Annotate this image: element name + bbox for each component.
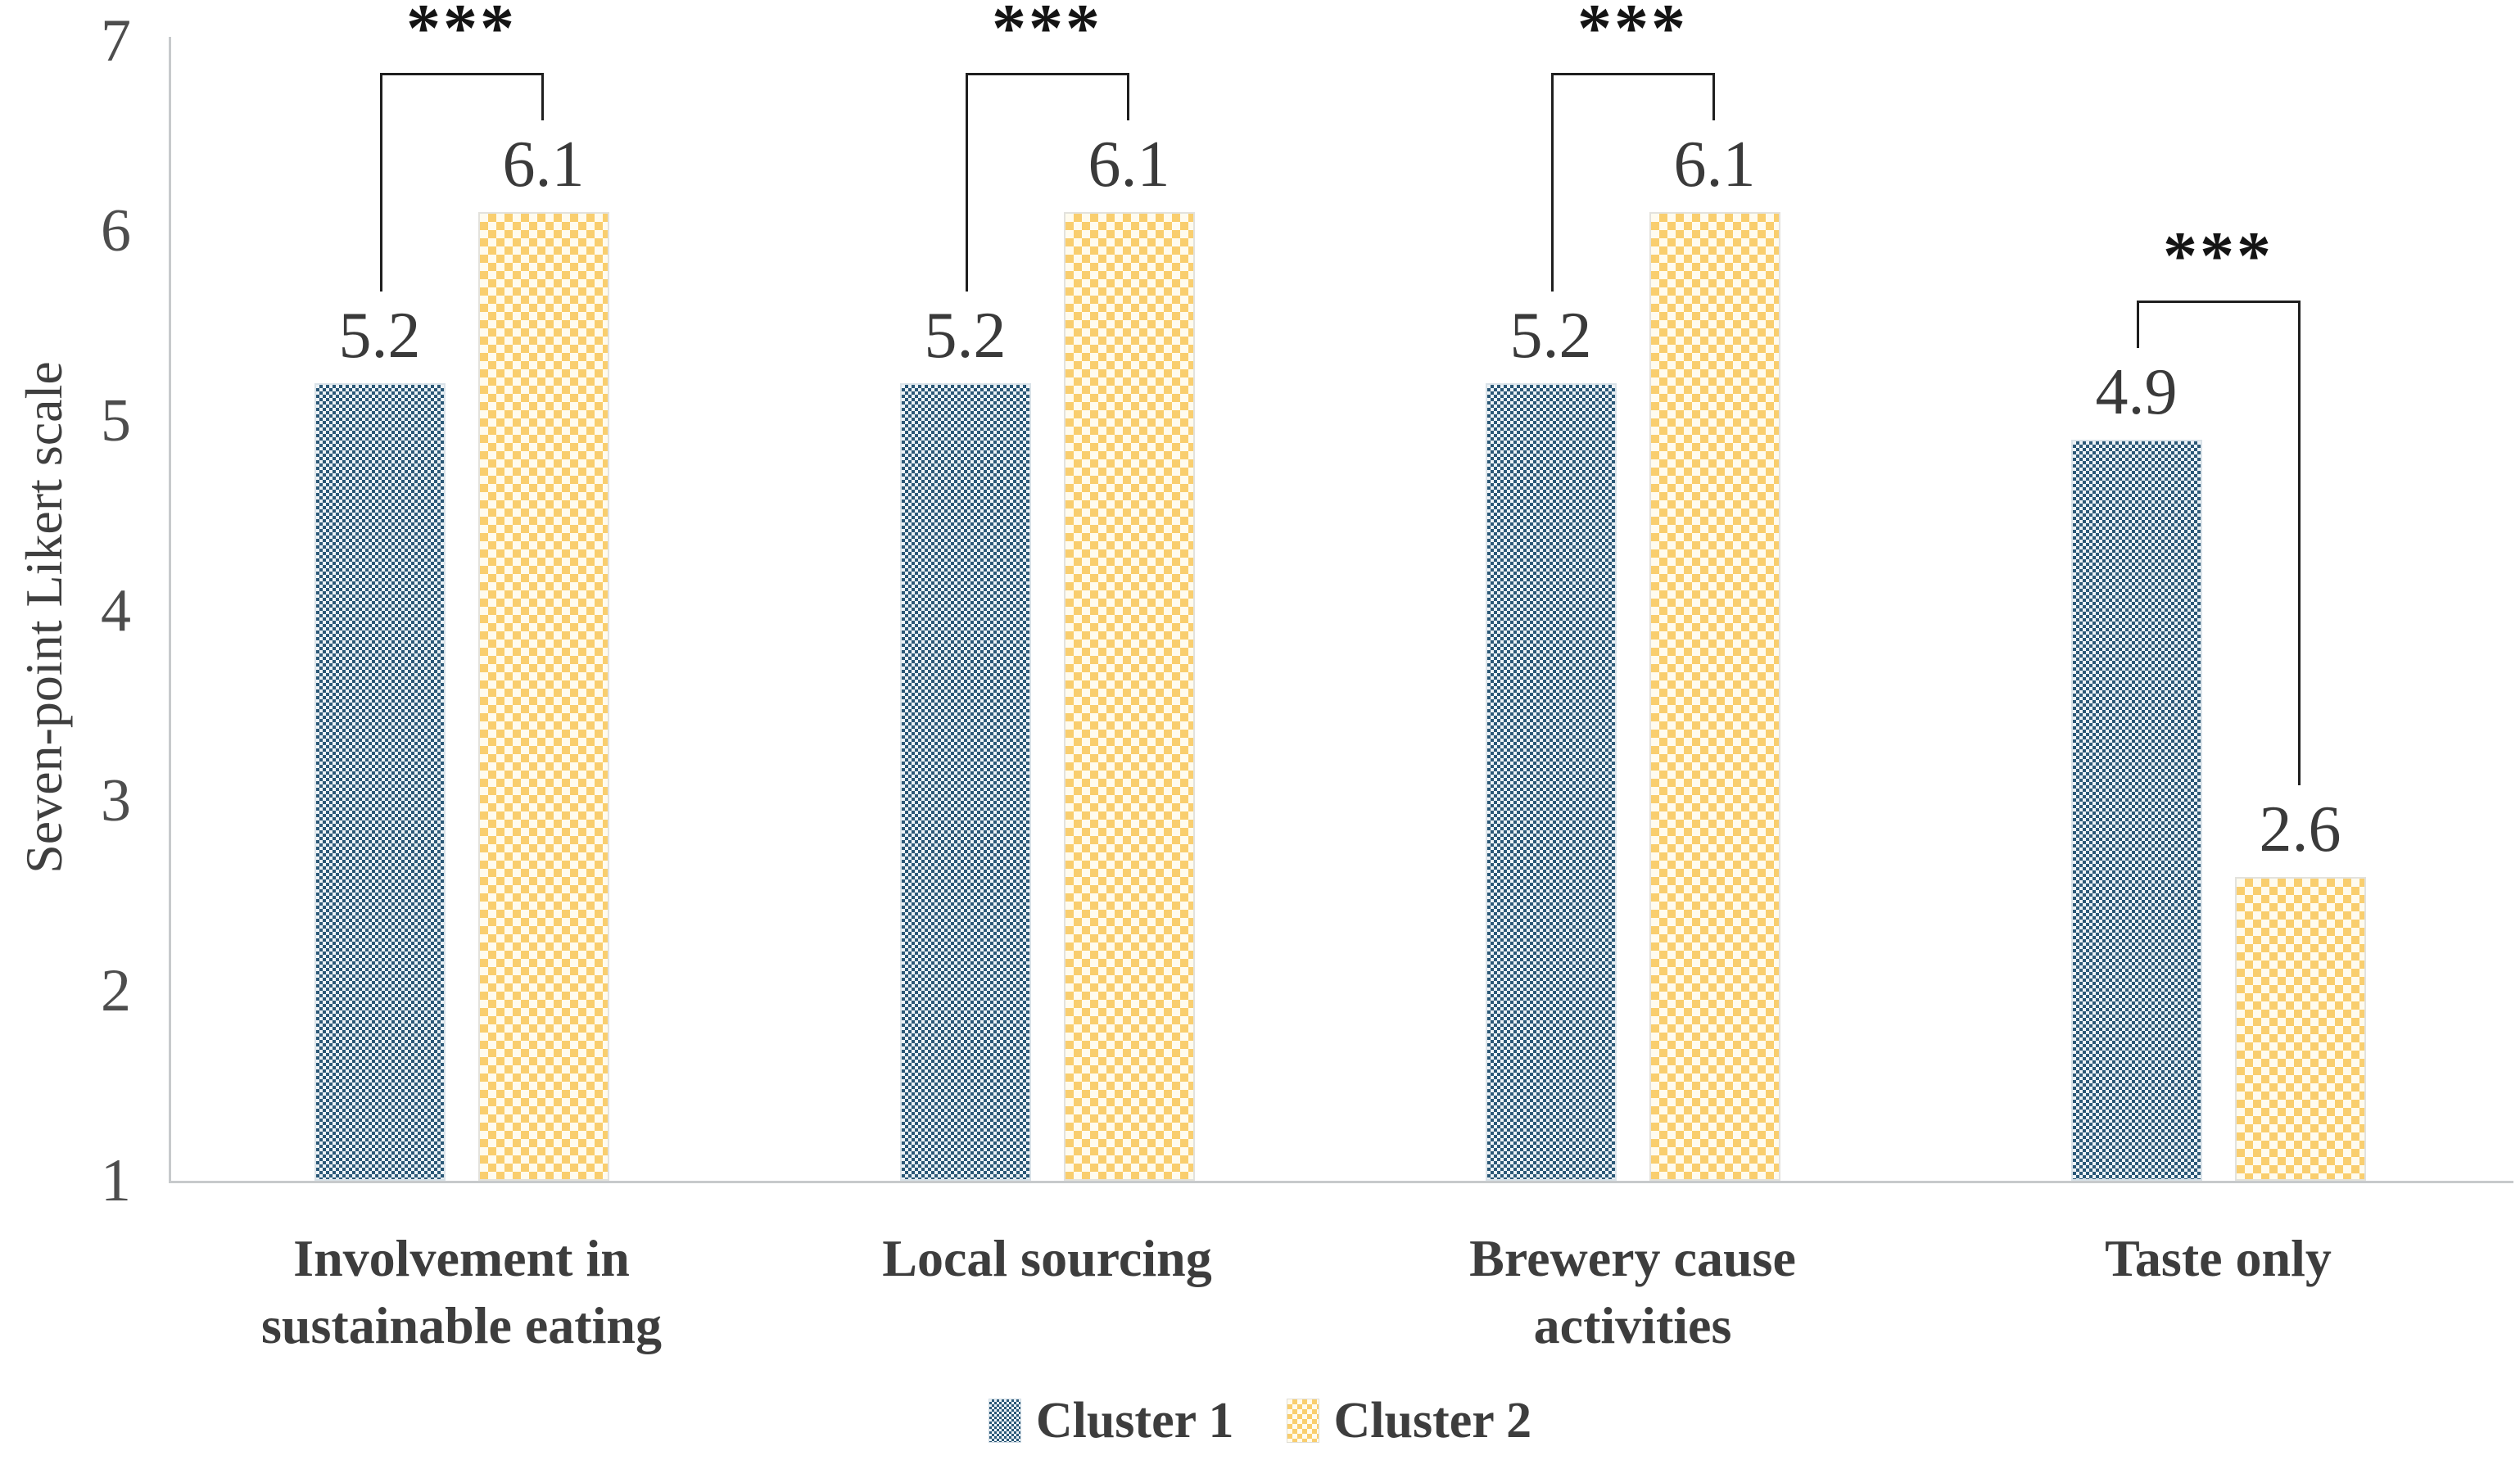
bar-cluster2-category-1 <box>477 211 609 1181</box>
legend-item-label: Cluster 1 <box>1035 1393 1234 1449</box>
y-tick-label-5: 5 <box>101 387 131 454</box>
bar-cluster2-category-3 <box>1649 211 1780 1181</box>
bar-cluster1-category-2 <box>899 382 1031 1181</box>
y-tick-label-1: 1 <box>101 1147 131 1214</box>
significance-bracket-leg <box>379 72 382 292</box>
y-tick-label-6: 6 <box>101 197 131 264</box>
significance-bracket-leg <box>965 72 968 292</box>
significance-stars: *** <box>406 0 517 66</box>
significance-stars: *** <box>992 0 1102 66</box>
bar-value-label: 2.6 <box>2259 793 2341 866</box>
category-label-2: Local sourcing <box>882 1229 1212 1287</box>
category-label-1: Involvement in sustainable eating <box>261 1229 662 1354</box>
significance-bracket-top <box>1550 72 1715 75</box>
bar-value-label: 4.9 <box>2095 356 2178 429</box>
legend-item-cluster-1: Cluster 1 <box>988 1385 1234 1456</box>
y-tick-label-7: 7 <box>101 7 131 75</box>
significance-stars: *** <box>2163 218 2273 295</box>
y-tick-label-4: 4 <box>101 577 131 644</box>
bar-cluster2-category-2 <box>1063 211 1195 1181</box>
bar-value-label: 6.1 <box>502 128 585 201</box>
legend-item-label: Cluster 2 <box>1333 1393 1532 1449</box>
bar-cluster1-category-4 <box>2070 440 2202 1181</box>
y-tick-label-2: 2 <box>101 957 131 1024</box>
significance-stars: *** <box>1577 0 1688 66</box>
blue-checker-swatch <box>988 1399 1021 1443</box>
legend: Cluster 1 Cluster 2 <box>0 1385 2520 1456</box>
bar-value-label: 6.1 <box>1088 128 1170 201</box>
bar-cluster1-category-3 <box>1485 382 1617 1181</box>
significance-bracket-top <box>2136 301 2301 304</box>
significance-bracket-leg <box>541 72 544 120</box>
significance-bracket-leg <box>1550 72 1554 292</box>
bar-value-label: 5.2 <box>924 299 1007 372</box>
y-tick-label-3: 3 <box>101 767 131 834</box>
bar-cluster1-category-1 <box>314 382 446 1181</box>
bar-cluster2-category-4 <box>2234 876 2366 1181</box>
category-label-4: Taste only <box>2105 1229 2332 1287</box>
significance-bracket-leg <box>1126 72 1129 120</box>
legend-item-cluster-2: Cluster 2 <box>1286 1385 1532 1456</box>
bar-value-label: 5.2 <box>338 299 421 372</box>
significance-bracket-top <box>965 72 1129 75</box>
bar-value-label: 5.2 <box>1509 299 1592 372</box>
significance-bracket-leg <box>2136 301 2139 349</box>
bar-value-label: 6.1 <box>1673 128 1756 201</box>
category-label-3: Brewery cause activities <box>1469 1229 1796 1354</box>
significance-bracket-leg <box>2297 301 2301 785</box>
significance-bracket-top <box>379 72 544 75</box>
significance-bracket-leg <box>1712 72 1715 120</box>
yellow-checker-swatch <box>1286 1399 1319 1443</box>
